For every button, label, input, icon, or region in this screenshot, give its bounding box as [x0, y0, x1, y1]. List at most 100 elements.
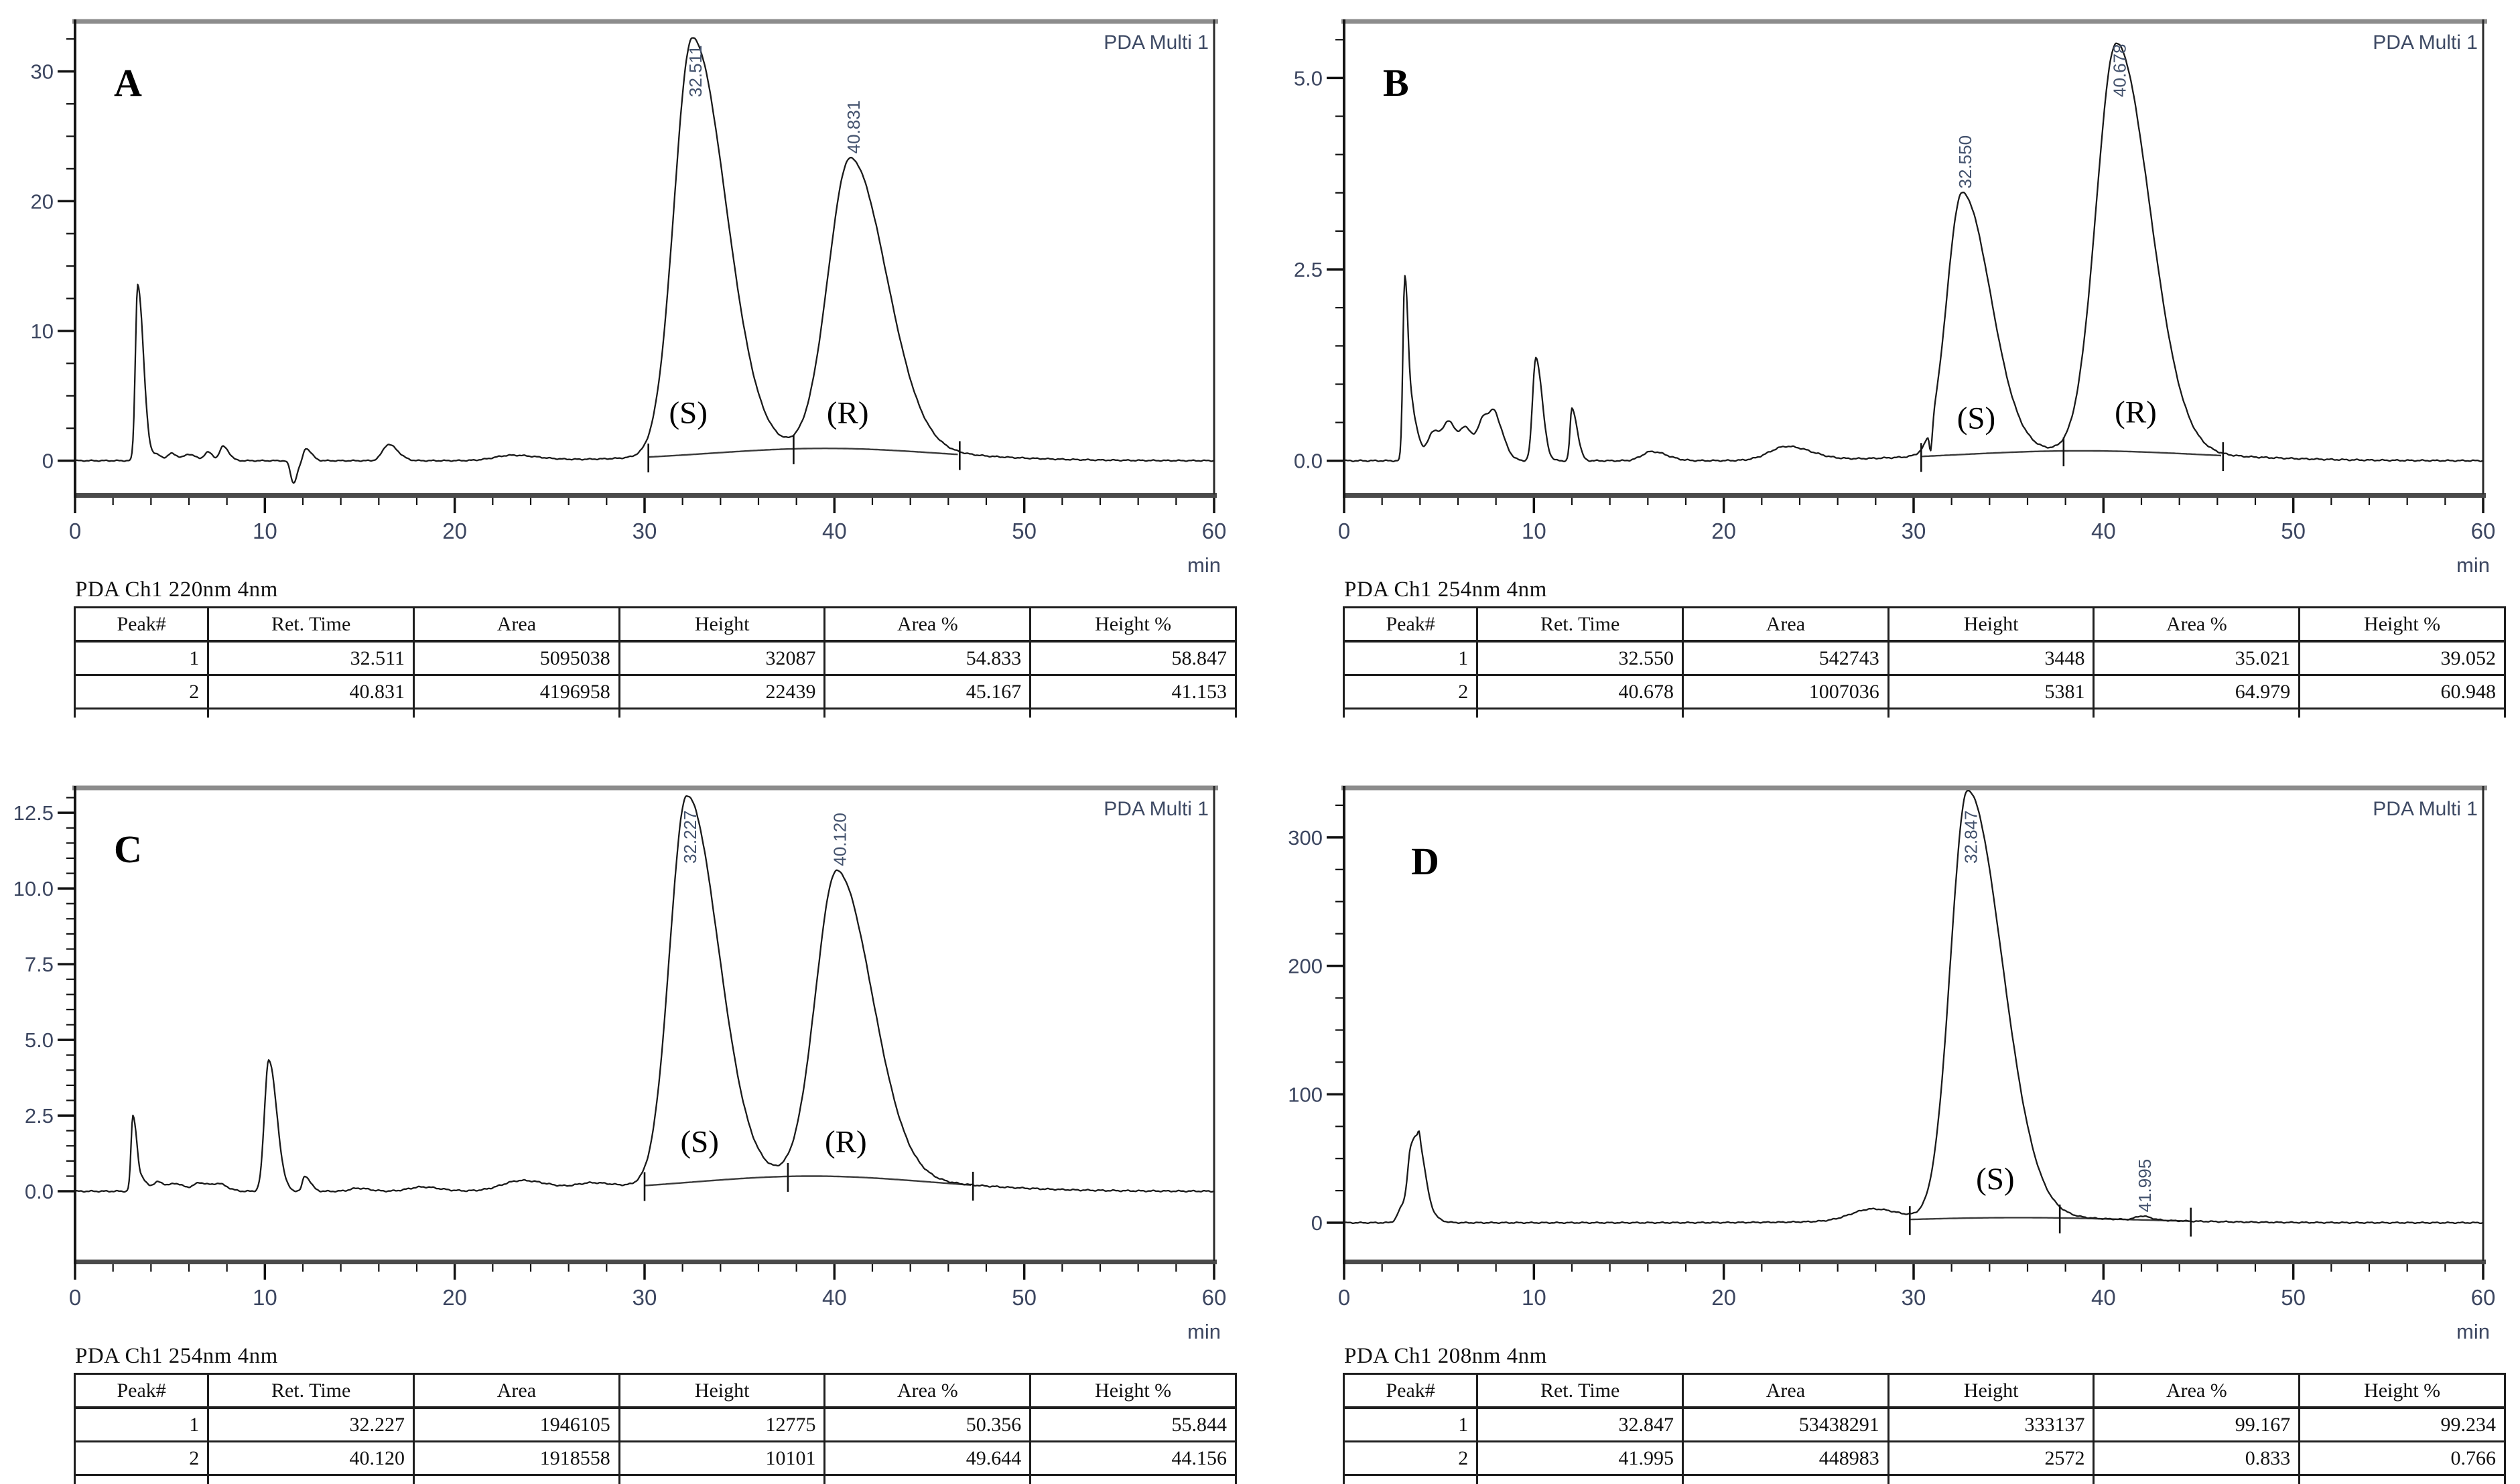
- enantiomer-annotation: (S): [669, 395, 707, 430]
- table-cell: 1: [73, 640, 210, 676]
- x-axis-line: [75, 493, 1217, 498]
- table-cell: 99.167: [2093, 1406, 2301, 1442]
- column-header: Peak#: [73, 606, 210, 643]
- peak-table-section-D: PDA Ch1 208nm 4nm Peak# Ret. Time Area Heig…: [1342, 1344, 2509, 1484]
- table-cell: 3448: [1887, 640, 2095, 676]
- detector-label: PDA Multi 1: [1104, 798, 1209, 820]
- integration-baseline: [648, 448, 958, 458]
- integration-baseline: [1910, 1217, 2189, 1222]
- y-tick-label: 0.0: [1294, 450, 1323, 473]
- table-cell: 53438291: [1682, 1406, 1889, 1442]
- panel-letter: C: [114, 827, 142, 871]
- table-cell: 1918558: [413, 1440, 620, 1476]
- x-tick-label: 20: [442, 519, 467, 543]
- x-tick-label: 0: [69, 519, 81, 543]
- chromatogram-B: 0 10 20 30 40 50 60 min 0.0 2.5 5.0 PDA Multi 1 B 32.…: [1294, 19, 2495, 576]
- x-tick-label: 0: [1338, 519, 1350, 543]
- y-tick-label: 5.0: [1294, 66, 1323, 90]
- column-header: Ret. Time: [207, 606, 415, 643]
- x-tick-label: 60: [1202, 1285, 1227, 1310]
- integration-baseline: [1921, 450, 2222, 458]
- table-cell: 32.511: [207, 640, 415, 676]
- detector-label: PDA Multi 1: [2373, 798, 2478, 820]
- table-cell: 2: [1342, 1440, 1479, 1476]
- panel-C: 0 10 20 30 40 50 60 min 0.0 2.5 5.0 7.5 10.0 12.5 PDA …: [15, 772, 1238, 1484]
- x-tick-label: 40: [822, 519, 847, 543]
- panel-letter: B: [1383, 61, 1409, 105]
- peak-table-section-B: PDA Ch1 254nm 4nm Peak# Ret. Time Area Heig…: [1342, 578, 2509, 718]
- clipped-table-row: [1343, 707, 2509, 718]
- table-cell: 41.995: [1476, 1440, 1684, 1476]
- x-axis-unit-label: min: [1187, 553, 1221, 576]
- y-tick-label: 7.5: [25, 953, 54, 976]
- x-axis-line: [75, 1260, 1217, 1264]
- table-cell: 32.847: [1476, 1406, 1684, 1442]
- y-tick-label: 10.0: [15, 877, 54, 900]
- x-tick-label: 50: [1012, 519, 1037, 543]
- table-row: 2 40.678 1007036 5381 64.979 60.948: [1342, 674, 2506, 710]
- enantiomer-annotation: (S): [1976, 1162, 2014, 1197]
- panel-letter: D: [1411, 839, 1439, 883]
- x-tick-label: 30: [1902, 1285, 1926, 1310]
- y-tick-label: 5.0: [25, 1028, 54, 1052]
- x-axis-line: [1344, 1260, 2486, 1264]
- x-tick-label: 40: [2091, 1285, 2116, 1310]
- table-cell: 333137: [1887, 1406, 2095, 1442]
- table-cell: 32.227: [207, 1406, 415, 1442]
- x-axis-unit-label: min: [2456, 553, 2490, 576]
- y-tick-label: 0.0: [25, 1180, 54, 1203]
- x-tick-label: 20: [1711, 1285, 1736, 1310]
- column-header: Ret. Time: [207, 1373, 415, 1409]
- chromatogram-A: 0 10 20 30 40 50 60 min 0 10 20 30 PDA Multi 1 A 32.51…: [31, 19, 1226, 576]
- column-header: Area: [1682, 606, 1889, 643]
- x-tick-label: 10: [1522, 519, 1546, 543]
- table-cell: 2: [73, 1440, 210, 1476]
- y-tick-label: 0: [42, 450, 54, 473]
- peak-table: Peak# Ret. Time Area Height Area % Height % 1 3…: [1342, 606, 2506, 710]
- table-cell: 22439: [618, 674, 826, 710]
- table-cell: 4196958: [413, 674, 620, 710]
- clipped-table-row: [1343, 1474, 2509, 1484]
- channel-title: PDA Ch1 208nm 4nm: [1344, 1344, 1547, 1368]
- column-header: Height: [618, 1373, 826, 1409]
- table-row: 2 40.120 1918558 10101 49.644 44.156: [73, 1440, 1237, 1476]
- chromatogram-trace: [74, 795, 1215, 1193]
- table-cell: 41.153: [1029, 674, 1237, 710]
- column-header: Peak#: [1342, 606, 1479, 643]
- detector-label: PDA Multi 1: [1104, 31, 1209, 54]
- chromatogram-trace: [1343, 42, 2484, 462]
- table-header-row: Peak# Ret. Time Area Height Area % Height %: [73, 1373, 1237, 1409]
- column-header: Ret. Time: [1476, 606, 1684, 643]
- peak-retention-label: 40.678: [2110, 44, 2130, 97]
- chromatogram-D: 0 10 20 30 40 50 60 min 0 100 200 300 PDA Multi 1 D 32…: [1288, 785, 2495, 1343]
- table-row: 1 32.550 542743 3448 35.021 39.052: [1342, 640, 2506, 676]
- enantiomer-annotation: (R): [825, 1124, 867, 1159]
- table-row: 1 32.511 5095038 32087 54.833 58.847: [73, 640, 1237, 676]
- peak-retention-label: 32.550: [1955, 135, 1975, 189]
- chromatogram-trace: [1343, 789, 2484, 1225]
- table-cell: 32.550: [1476, 640, 1684, 676]
- table-header-row: Peak# Ret. Time Area Height Area % Height %: [73, 606, 1237, 643]
- clipped-table-row: [74, 1474, 1240, 1484]
- column-header: Area: [1682, 1373, 1889, 1409]
- y-tick-label: 10: [31, 320, 54, 343]
- table-cell: 2: [73, 674, 210, 710]
- x-tick-label: 30: [1902, 519, 1926, 543]
- table-cell: 0.766: [2298, 1440, 2506, 1476]
- y-tick-label: 2.5: [25, 1104, 54, 1128]
- table-header-row: Peak# Ret. Time Area Height Area % Height %: [1342, 606, 2506, 643]
- peak-table: Peak# Ret. Time Area Height Area % Height % 1 3…: [73, 606, 1237, 710]
- column-header: Height: [1887, 1373, 2095, 1409]
- table-cell: 55.844: [1029, 1406, 1237, 1442]
- y-tick-label: 100: [1288, 1083, 1323, 1106]
- table-row: 2 41.995 448983 2572 0.833 0.766: [1342, 1440, 2506, 1476]
- column-header: Height: [1887, 606, 2095, 643]
- enantiomer-annotation: (S): [680, 1124, 718, 1159]
- column-header: Peak#: [1342, 1373, 1479, 1409]
- table-cell: 1007036: [1682, 674, 1889, 710]
- table-cell: 5095038: [413, 640, 620, 676]
- table-cell: 99.234: [2298, 1406, 2506, 1442]
- peak-table-section-C: PDA Ch1 254nm 4nm Peak# Ret. Time Area Heig…: [73, 1344, 1240, 1484]
- peak-retention-label: 40.831: [844, 100, 864, 154]
- peak-retention-label: 41.995: [2135, 1159, 2155, 1213]
